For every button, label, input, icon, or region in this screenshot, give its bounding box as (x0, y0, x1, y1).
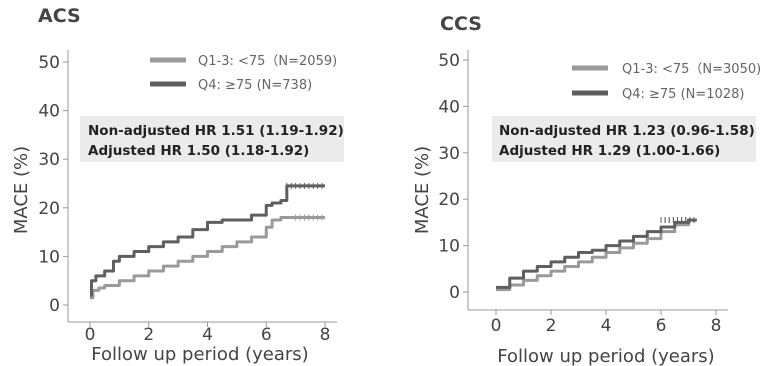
ccs-y-tick-label: 10 (438, 237, 460, 257)
ccs-series-line-q13 (496, 218, 697, 292)
ccs-legend-label-q13: Q1-3: <75（N=3050) (622, 62, 761, 77)
acs-y-axis-label: MACE (%) (11, 146, 32, 234)
acs-hr-adjusted: Adjusted HR 1.50 (1.18-1.92) (88, 143, 309, 159)
acs-panel: ACS Q1-3: <75（N=2059) Q4: ≥75 (N=738) No… (11, 5, 344, 365)
acs-legend-label-q13: Q1-3: <75（N=2059) (198, 54, 337, 69)
ccs-hr-adjusted: Adjusted HR 1.29 (1.00-1.66) (499, 143, 720, 159)
ccs-legend-label-q4: Q4: ≥75 (N=1028) (622, 87, 744, 102)
acs-series-line-q4 (89, 184, 325, 297)
ccs-x-tick-label: 2 (546, 316, 557, 336)
ccs-y-tick-label: 30 (438, 144, 460, 164)
ccs-y-tick-label: 40 (438, 97, 460, 117)
ccs-x-tick-label: 4 (601, 316, 612, 336)
acs-legend: Q1-3: <75（N=2059) Q4: ≥75 (N=738) (150, 54, 337, 93)
ccs-x-tick-label: 8 (711, 316, 722, 336)
acs-y-tick-label: 20 (38, 199, 60, 219)
ccs-y-axis-label: MACE (%) (412, 146, 433, 234)
acs-x-tick-label: 0 (85, 325, 96, 345)
acs-legend-label-q4: Q4: ≥75 (N=738) (198, 78, 312, 93)
ccs-legend: Q1-3: <75（N=3050) Q4: ≥75 (N=1028) (572, 62, 761, 102)
acs-series-line-q13 (90, 216, 325, 300)
ccs-x-tick-label: 0 (491, 316, 502, 336)
ccs-y-tick-label: 50 (438, 51, 460, 71)
acs-x-tick-label: 2 (143, 325, 154, 345)
ccs-title: CCS (440, 13, 482, 35)
acs-y-tick-label: 40 (38, 102, 60, 122)
acs-hr-box (80, 116, 344, 162)
ccs-y-tick-label: 0 (449, 283, 460, 303)
acs-x-tick-label: 8 (320, 325, 331, 345)
acs-y-tick-label: 50 (38, 53, 60, 73)
ccs-hr-box (492, 116, 756, 162)
ccs-x-tick-label: 6 (656, 316, 667, 336)
acs-y-tick-label: 10 (38, 247, 60, 267)
acs-hr-nonadjusted: Non-adjusted HR 1.51 (1.19-1.92) (88, 123, 344, 139)
acs-x-tick-label: 6 (261, 325, 272, 345)
acs-y-tick-label: 30 (38, 150, 60, 170)
ccs-panel: CCS Q1-3: <75（N=3050) Q4: ≥75 (N=1028) N… (412, 13, 761, 366)
acs-x-tick-label: 4 (202, 325, 213, 345)
acs-y-tick-label: 0 (49, 296, 60, 316)
acs-x-axis-label: Follow up period (years) (91, 344, 308, 365)
acs-title: ACS (38, 5, 81, 27)
ccs-y-tick-label: 20 (438, 190, 460, 210)
ccs-series-line-q4 (496, 218, 697, 289)
ccs-x-axis-label: Follow up period (years) (497, 346, 714, 366)
ccs-hr-nonadjusted: Non-adjusted HR 1.23 (0.96-1.58) (499, 123, 755, 139)
